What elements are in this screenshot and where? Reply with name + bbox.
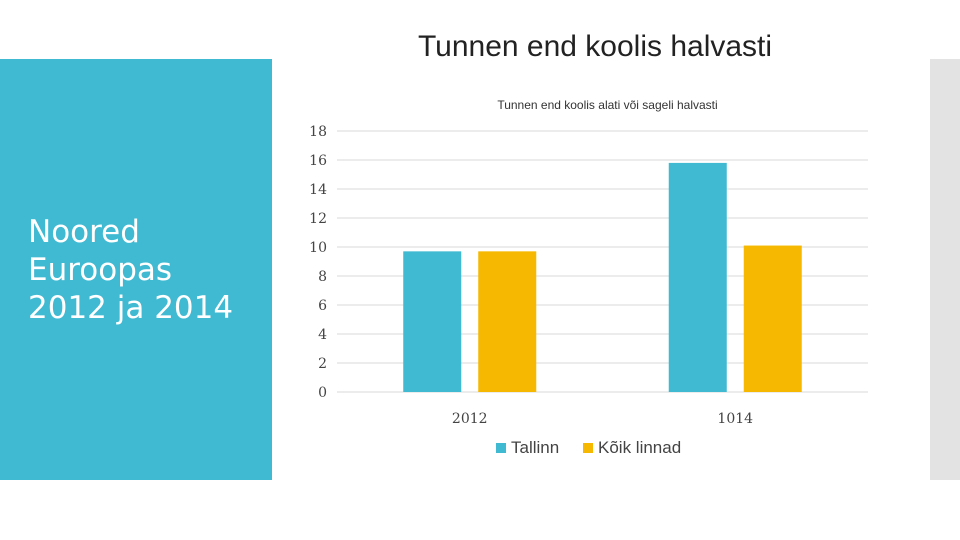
chart-title: Tunnen end koolis alati või sageli halva… xyxy=(497,98,717,112)
bar-series-1 xyxy=(403,251,462,392)
x-tick-label: 1014 xyxy=(717,411,753,427)
legend-swatch xyxy=(496,443,506,453)
right-decorative-strip xyxy=(930,59,960,480)
slide-title: Tunnen end koolis halvasti xyxy=(417,30,773,63)
y-tick-label: 0 xyxy=(318,385,327,401)
y-tick-label: 10 xyxy=(309,240,327,256)
y-tick-label: 14 xyxy=(309,182,327,198)
legend-label: Kõik linnad xyxy=(598,438,681,457)
bar-chart: Tunnen end koolis alati või sageli halva… xyxy=(272,85,930,480)
y-tick-label: 8 xyxy=(318,269,327,285)
chart-svg: Tunnen end koolis alati või sageli halva… xyxy=(309,98,868,457)
x-tick-label: 2012 xyxy=(452,411,488,427)
y-tick-label: 6 xyxy=(318,298,327,314)
y-tick-label: 18 xyxy=(309,124,327,140)
y-tick-label: 2 xyxy=(318,356,327,372)
side-title: Noored Euroopas 2012 ja 2014 xyxy=(28,214,234,326)
bar-series-1 xyxy=(668,162,727,392)
legend-swatch xyxy=(583,443,593,453)
legend-label: Tallinn xyxy=(511,438,559,457)
y-tick-label: 12 xyxy=(309,211,327,227)
side-panel xyxy=(0,59,272,480)
bar-series-2 xyxy=(743,245,802,392)
bar-series-2 xyxy=(478,251,537,392)
y-tick-label: 16 xyxy=(309,153,327,169)
y-tick-label: 4 xyxy=(318,327,327,343)
